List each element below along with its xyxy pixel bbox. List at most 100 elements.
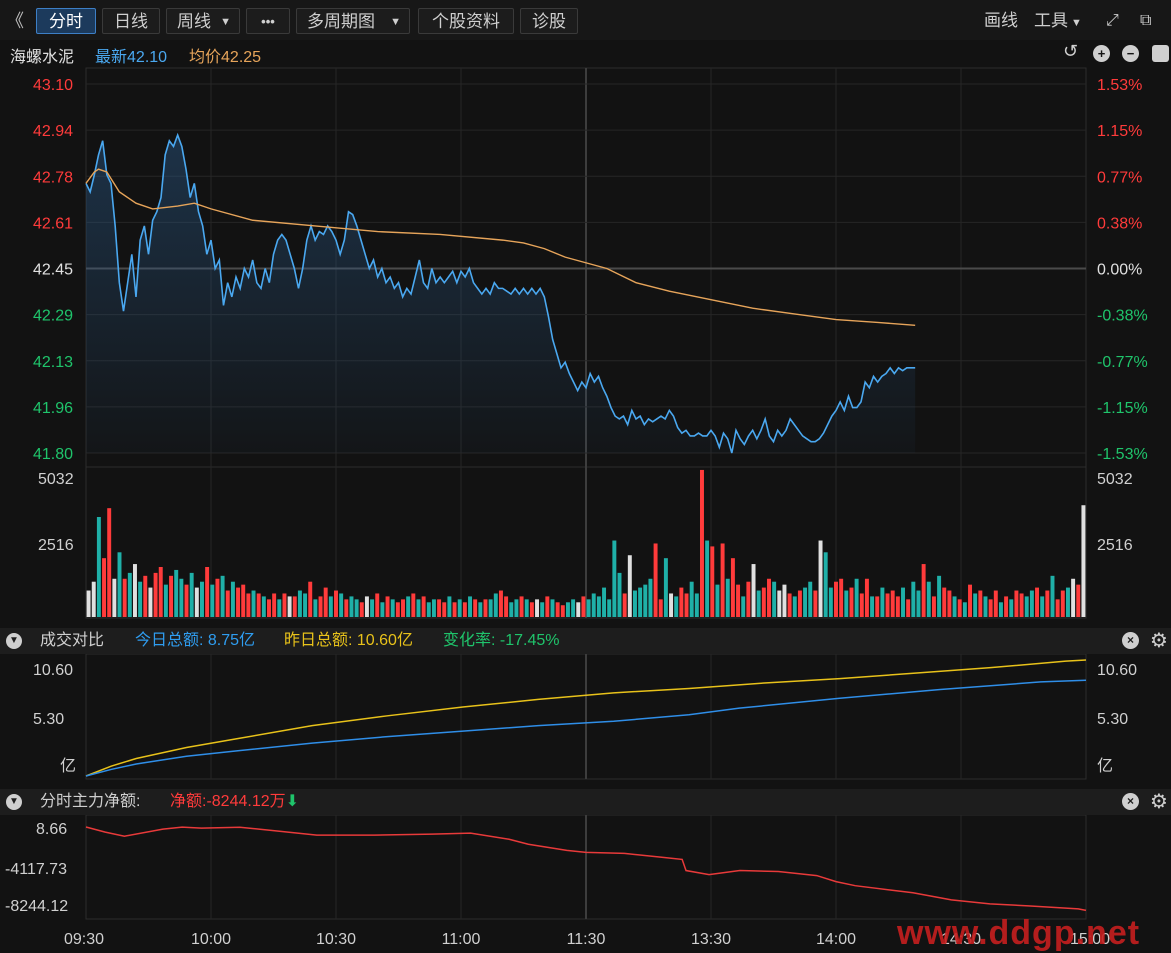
close-icon[interactable]: × — [1122, 632, 1139, 649]
draw-line-button[interactable]: 画线 — [984, 11, 1018, 30]
tab-intraday[interactable]: 分时 — [36, 8, 96, 34]
volume-bar — [236, 587, 241, 617]
volume-bar — [112, 578, 117, 617]
volume-bar — [359, 602, 364, 617]
tools-menu[interactable]: 工具 ▼ — [1034, 8, 1082, 34]
volume-bar — [421, 596, 426, 617]
volume-bar — [612, 540, 617, 617]
volume-bar — [452, 602, 457, 617]
tab-weekly[interactable]: 周线 ▼ — [166, 8, 240, 34]
volume-bar — [127, 572, 132, 617]
volume-bar — [390, 599, 395, 617]
volume-bar — [169, 575, 174, 617]
volume-bar — [875, 596, 880, 617]
price-line — [85, 132, 916, 454]
avg-price-line — [85, 168, 916, 326]
percent-tick-label: 0.00% — [1097, 262, 1142, 279]
volume-bar — [1065, 587, 1070, 617]
volume-bar — [859, 593, 864, 617]
volume-bar — [246, 593, 251, 617]
volume-bar — [607, 599, 612, 617]
volume-bar — [308, 581, 313, 617]
volume-bar — [921, 564, 926, 617]
stock-name: 海螺水泥 — [10, 49, 75, 66]
volume-bar — [344, 599, 349, 617]
price-panel — [85, 132, 916, 454]
tab-diagnose[interactable]: 诊股 — [520, 8, 578, 34]
volume-bar — [282, 593, 287, 617]
volume-bar — [880, 587, 885, 617]
zoom-in-icon[interactable]: + — [1093, 45, 1110, 62]
volume-bar — [854, 578, 859, 617]
volume-bar — [710, 546, 715, 617]
time-tick-label: 14:00 — [816, 931, 856, 948]
volume-bar — [998, 602, 1003, 617]
net-tick-label: -4117.73 — [5, 861, 67, 878]
gear-icon[interactable]: ⚙ — [1150, 791, 1168, 813]
volume-bar — [431, 599, 436, 617]
volume-bar — [380, 602, 385, 617]
volume-bar — [715, 584, 720, 617]
volume-bar — [504, 596, 509, 617]
volume-bar — [736, 584, 741, 617]
volume-bar — [122, 578, 127, 617]
volume-bar — [741, 596, 746, 617]
volume-bar — [973, 593, 978, 617]
compare-panel-header: ▼ 成交对比 今日总额: 8.75亿 昨日总额: 10.60亿 变化率: -17… — [0, 628, 1171, 654]
net-amount: 净额:-8244.12万⬇ — [170, 789, 299, 815]
volume-bar — [107, 508, 112, 617]
volume-bar — [1014, 590, 1019, 617]
volume-bar — [395, 602, 400, 617]
volume-bar — [627, 555, 632, 617]
volume-bar — [916, 590, 921, 617]
tab-multi-period[interactable]: 多周期图 ▼ — [296, 8, 410, 34]
zoom-out-icon[interactable]: − — [1122, 45, 1139, 62]
close-icon[interactable]: × — [1122, 793, 1139, 810]
yesterday-amount-value: 10.60亿 — [356, 632, 413, 649]
window-icon[interactable] — [1152, 45, 1169, 62]
undo-icon[interactable]: ↺ — [1063, 41, 1079, 61]
volume-tick-label: 5032 — [38, 471, 74, 488]
chevron-double-left-icon[interactable]: 《 — [6, 11, 24, 31]
avg-price: 均价42.25 — [189, 43, 261, 67]
net-tick-label: 8.66 — [36, 821, 67, 838]
percent-tick-label: -0.77% — [1097, 354, 1148, 371]
volume-bar — [287, 596, 292, 617]
price-tick-label: 42.61 — [33, 215, 73, 232]
volume-bar — [669, 593, 674, 617]
volume-bar — [787, 593, 792, 617]
volume-bar — [962, 602, 967, 617]
volume-bar — [1019, 593, 1024, 617]
volume-bar — [906, 599, 911, 617]
expand-icon[interactable]: ⤢ — [1106, 12, 1119, 29]
volume-bar — [756, 590, 761, 617]
volume-bar — [328, 596, 333, 617]
tab-weekly-label: 周线 — [177, 12, 211, 31]
latest-value: 42.10 — [127, 49, 168, 66]
volume-bar — [761, 587, 766, 617]
volume-bar — [364, 596, 369, 617]
volume-bar — [349, 596, 354, 617]
percent-tick-label: 0.38% — [1097, 215, 1142, 232]
more-icon[interactable]: ••• — [246, 8, 290, 34]
volume-bar — [751, 564, 756, 617]
volume-bar — [663, 558, 668, 617]
volume-bar — [586, 599, 591, 617]
volume-bar — [297, 590, 302, 617]
time-tick-label: 14:30 — [941, 931, 981, 948]
price-tick-label: 42.94 — [33, 123, 73, 140]
mainforce-panel-header: ▼ 分时主力净额: 净额:-8244.12万⬇ × ⚙ — [0, 789, 1171, 815]
collapse-icon[interactable]: ▼ — [6, 794, 22, 810]
tab-stock-profile[interactable]: 个股资料 — [418, 8, 514, 34]
collapse-icon[interactable]: ▼ — [6, 633, 22, 649]
volume-bar — [653, 543, 658, 617]
today-amount-value: 8.75亿 — [207, 632, 256, 649]
volume-bar — [483, 599, 488, 617]
volume-bar — [411, 593, 416, 617]
latest-label: 最新 — [95, 49, 128, 66]
restore-icon[interactable]: ⧉ — [1140, 12, 1152, 29]
tab-daily[interactable]: 日线 — [102, 8, 160, 34]
volume-tick-label: 2516 — [38, 537, 74, 554]
gear-icon[interactable]: ⚙ — [1150, 630, 1168, 652]
